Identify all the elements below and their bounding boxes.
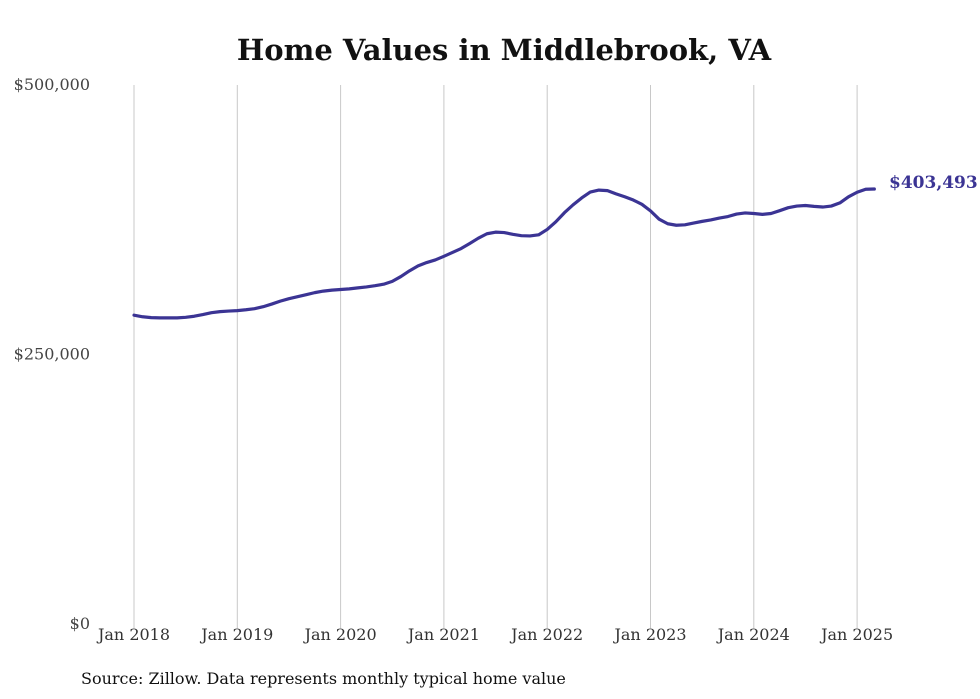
home-value-line <box>132 187 876 320</box>
x-tick-label: Jan 2021 <box>406 625 480 644</box>
series-layer <box>132 187 876 320</box>
x-tick-label: Jan 2023 <box>612 625 686 644</box>
y-tick-label: $250,000 <box>14 345 90 364</box>
chart-title: Home Values in Middlebrook, VA <box>237 33 772 67</box>
gridlines <box>133 85 858 628</box>
source-note: Source: Zillow. Data represents monthly … <box>81 669 566 688</box>
x-tick-label: Jan 2018 <box>96 625 170 644</box>
x-axis-ticks: Jan 2018 Jan 2019 Jan 2020 Jan 2021 Jan 2022… <box>96 625 893 644</box>
y-axis-ticks: $0 $250,000 $500,000 <box>14 75 90 633</box>
x-tick-label: Jan 2024 <box>716 625 790 644</box>
y-tick-label: $0 <box>70 614 90 633</box>
x-tick-label: Jan 2025 <box>819 625 893 644</box>
x-tick-label: Jan 2019 <box>199 625 273 644</box>
x-tick-label: Jan 2022 <box>509 625 583 644</box>
last-value-label: $403,493 <box>889 173 978 193</box>
y-tick-label: $500,000 <box>14 75 90 94</box>
x-tick-label: Jan 2020 <box>303 625 377 644</box>
